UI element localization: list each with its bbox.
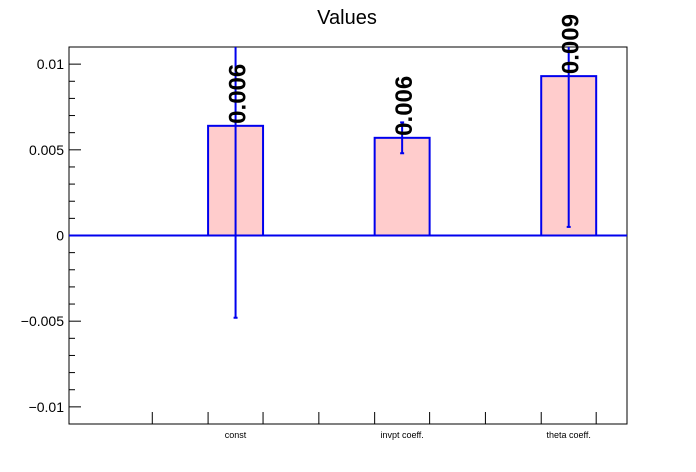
data-label: 0.006 bbox=[391, 76, 418, 136]
y-tick-label: 0.01 bbox=[37, 56, 64, 72]
y-tick-label: 0.005 bbox=[29, 142, 64, 158]
x-tick-label: theta coeff. bbox=[547, 430, 591, 440]
data-label: 0.009 bbox=[558, 14, 585, 74]
data-label: 0.006 bbox=[225, 64, 252, 124]
chart-title: Values bbox=[317, 7, 377, 29]
y-tick-label: 0 bbox=[56, 228, 64, 244]
y-tick-label: −0.005 bbox=[21, 313, 64, 329]
x-tick-label: invpt coeff. bbox=[380, 430, 423, 440]
y-tick-label: −0.01 bbox=[29, 399, 65, 415]
x-tick-label: const bbox=[225, 430, 247, 440]
